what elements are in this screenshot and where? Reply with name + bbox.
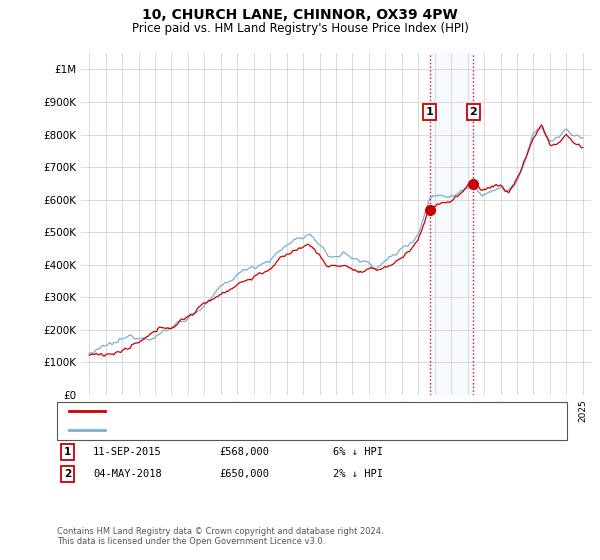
Text: 11-SEP-2015: 11-SEP-2015 [93,447,162,457]
Bar [430,53,473,395]
Text: Price paid vs. HM Land Registry's House Price Index (HPI): Price paid vs. HM Land Registry's House … [131,22,469,35]
Text: Contains HM Land Registry data © Crown copyright and database right 2024.
This d: Contains HM Land Registry data © Crown c… [57,526,383,546]
Text: 2% ↓ HPI: 2% ↓ HPI [333,469,383,479]
Text: 1: 1 [426,107,434,117]
Text: 10, CHURCH LANE, CHINNOR, OX39 4PW (detached house): 10, CHURCH LANE, CHINNOR, OX39 4PW (deta… [112,406,418,416]
Text: HPI: Average price, detached house, South Oxfordshire: HPI: Average price, detached house, Sout… [112,425,400,435]
Text: 1: 1 [64,447,71,457]
Text: 10, CHURCH LANE, CHINNOR, OX39 4PW: 10, CHURCH LANE, CHINNOR, OX39 4PW [142,8,458,22]
Text: 2: 2 [469,107,477,117]
Text: 2: 2 [64,469,71,479]
Text: £650,000: £650,000 [219,469,269,479]
Text: £568,000: £568,000 [219,447,269,457]
Text: 6% ↓ HPI: 6% ↓ HPI [333,447,383,457]
Text: 04-MAY-2018: 04-MAY-2018 [93,469,162,479]
